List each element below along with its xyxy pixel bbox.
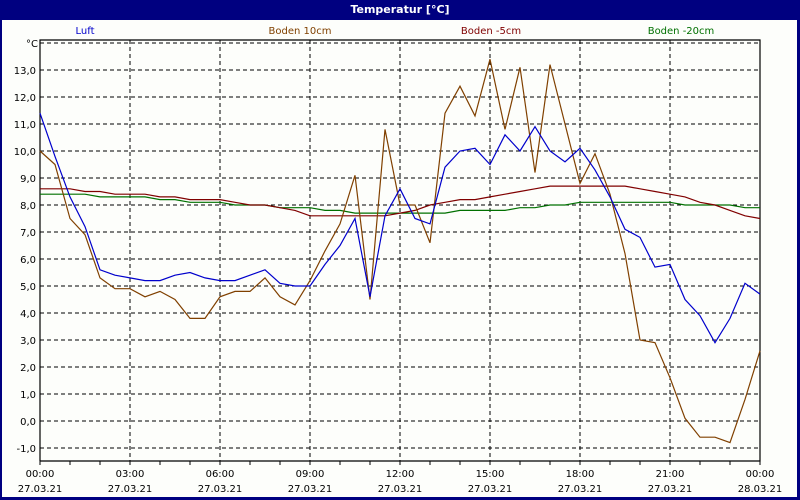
legend-item-3: Boden -20cm (648, 26, 715, 37)
y-tick-label: 2,0 (20, 363, 36, 374)
x-tick-date: 27.03.21 (108, 484, 153, 495)
y-tick-label: 6,0 (20, 255, 36, 266)
x-tick-date: 27.03.21 (468, 484, 513, 495)
y-tick-label: 9,0 (20, 174, 36, 185)
y-tick-label: 4,0 (20, 309, 36, 320)
legend-item-0: Luft (76, 26, 95, 37)
x-tick-time: 00:00 (746, 469, 775, 480)
y-tick-label: 10,0 (14, 147, 36, 158)
x-tick-time: 00:00 (26, 469, 55, 480)
x-tick-time: 12:00 (386, 469, 415, 480)
x-tick-time: 18:00 (566, 469, 595, 480)
x-tick-date: 27.03.21 (18, 484, 63, 495)
x-tick-time: 15:00 (476, 469, 505, 480)
y-tick-label: 0,0 (20, 417, 36, 428)
series-line-boden--5cm (40, 185, 761, 220)
y-tick-label: 12,0 (14, 93, 36, 104)
series-line-boden-10cm (39, 59, 761, 444)
x-tick-date: 27.03.21 (558, 484, 603, 495)
y-tick-label: 1,0 (20, 390, 36, 401)
series-line-luft (39, 113, 761, 344)
x-tick-time: 06:00 (206, 469, 235, 480)
x-tick-date: 27.03.21 (378, 484, 423, 495)
y-tick-label: 3,0 (20, 336, 36, 347)
y-tick-label: 5,0 (20, 282, 36, 293)
chart-title-bar: Temperatur [°C] (0, 0, 800, 20)
x-tick-time: 21:00 (656, 469, 685, 480)
y-tick-label: 7,0 (20, 228, 36, 239)
x-tick-time: 09:00 (296, 469, 325, 480)
plot-frame (39, 39, 761, 462)
legend-item-1: Boden 10cm (269, 26, 332, 37)
chart-title: Temperatur [°C] (350, 3, 450, 16)
x-tick-date: 27.03.21 (198, 484, 243, 495)
x-tick-date: 28.03.21 (738, 484, 783, 495)
x-tick-date: 27.03.21 (288, 484, 333, 495)
y-axis-unit: °C (26, 39, 38, 50)
y-tick-label: 8,0 (20, 201, 36, 212)
legend-item-2: Boden -5cm (461, 26, 521, 37)
y-tick-label: 11,0 (14, 120, 36, 131)
x-tick-date: 27.03.21 (648, 484, 693, 495)
y-tick-label: -1,0 (16, 444, 36, 455)
y-tick-label: 13,0 (14, 66, 36, 77)
x-tick-time: 03:00 (116, 469, 145, 480)
